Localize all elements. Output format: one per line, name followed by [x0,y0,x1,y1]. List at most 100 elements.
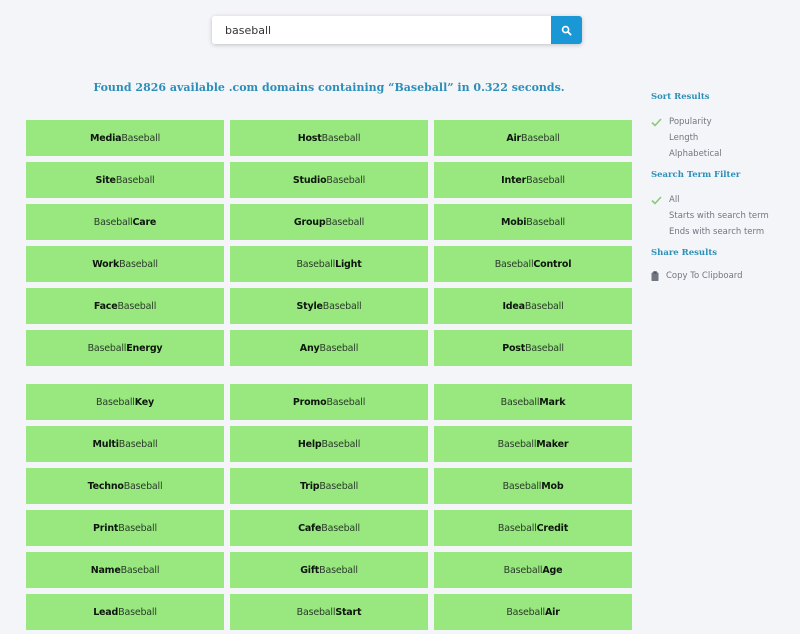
domain-keyword: Mark [539,396,566,408]
domain-result[interactable]: Print Baseball [26,510,224,546]
domain-keyword: Inter [501,174,527,186]
domain-result[interactable]: Post Baseball [434,330,632,366]
domain-keyword: Site [95,174,116,186]
domain-keyword: Print [93,522,119,534]
domain-result[interactable]: Work Baseball [26,246,224,282]
domain-search-term: Baseball [296,606,336,618]
domain-result[interactable]: Gift Baseball [230,552,428,588]
domain-search-term: Baseball [118,522,157,534]
domain-result[interactable]: Help Baseball [230,426,428,462]
domain-result[interactable]: Baseball Control [434,246,632,282]
domain-search-term: Baseball [326,396,366,408]
copy-to-clipboard-label: Copy To Clipboard [666,271,743,281]
domain-result[interactable]: Baseball Start [230,594,428,630]
domain-search-term: Baseball [120,564,160,576]
domain-search-term: Baseball [121,132,161,144]
domain-result[interactable]: Idea Baseball [434,288,632,324]
domain-result[interactable]: Baseball Care [26,204,224,240]
domain-result[interactable]: Face Baseball [26,288,224,324]
domain-keyword: Credit [536,522,569,534]
domain-result[interactable]: Media Baseball [26,120,224,156]
domain-keyword: Promo [292,396,327,408]
domain-result[interactable]: Techno Baseball [26,468,224,504]
domain-keyword: Host [297,132,322,144]
sort-options: Popularity Length Alphabetical [651,114,800,162]
domain-search-term: Baseball [524,300,564,312]
domain-result[interactable]: Air Baseball [434,120,632,156]
domain-result[interactable]: Baseball Energy [26,330,224,366]
domain-search-term: Baseball [93,216,133,228]
domain-result[interactable]: Style Baseball [230,288,428,324]
filter-option-label: Ends with search term [669,227,765,237]
domain-search-term: Baseball [526,174,565,186]
domain-result[interactable]: Cafe Baseball [230,510,428,546]
domain-result[interactable]: Any Baseball [230,330,428,366]
domain-result[interactable]: Name Baseball [26,552,224,588]
domain-keyword: Idea [502,300,525,312]
domain-search-term: Baseball [319,564,358,576]
domain-search-term: Baseball [96,396,135,408]
domain-search-term: Baseball [87,342,127,354]
domain-keyword: Energy [126,342,163,354]
domain-keyword: Air [544,606,560,618]
domain-result[interactable]: Baseball Age [434,552,632,588]
domain-keyword: Trip [299,480,320,492]
sort-option-length[interactable]: Length [651,130,800,146]
domain-result[interactable]: Baseball Mob [434,468,632,504]
domain-search-term: Baseball [117,300,157,312]
domain-search-term: Baseball [115,174,155,186]
filter-option-starts-with[interactable]: Starts with search term [651,208,800,224]
domain-keyword: Techno [87,480,124,492]
domain-search-term: Baseball [521,132,560,144]
sidebar: Sort Results Popularity Length Alphabeti… [651,92,800,284]
domain-keyword: Key [134,396,154,408]
sort-option-popularity[interactable]: Popularity [651,114,800,130]
copy-to-clipboard-button[interactable]: Copy To Clipboard [651,268,800,284]
domain-result[interactable]: Inter Baseball [434,162,632,198]
domain-result[interactable]: Baseball Air [434,594,632,630]
domain-result[interactable]: Baseball Light [230,246,428,282]
domain-search-term: Baseball [118,438,158,450]
domain-keyword: Style [296,300,323,312]
domain-result[interactable]: Studio Baseball [230,162,428,198]
domain-result[interactable]: Promo Baseball [230,384,428,420]
domain-search-term: Baseball [118,606,157,618]
domain-search-term: Baseball [525,342,564,354]
domain-search-term: Baseball [321,438,361,450]
filter-option-all[interactable]: All [651,192,800,208]
domain-search-term: Baseball [326,174,366,186]
domain-keyword: Gift [300,564,320,576]
domain-result[interactable]: Baseball Key [26,384,224,420]
domain-keyword: Multi [92,438,119,450]
domain-result[interactable]: Group Baseball [230,204,428,240]
search-term-filter-heading: Search Term Filter [651,170,741,180]
sort-option-alphabetical[interactable]: Alphabetical [651,146,800,162]
search-icon [561,25,572,36]
domain-keyword: Light [335,258,362,270]
domain-result[interactable]: Lead Baseball [26,594,224,630]
domain-result[interactable]: Baseball Credit [434,510,632,546]
domain-search-term: Baseball [497,438,537,450]
domain-keyword: Air [506,132,522,144]
check-icon [651,117,669,127]
domain-search-term: Baseball [325,216,365,228]
domain-keyword: Age [542,564,563,576]
domain-result[interactable]: Site Baseball [26,162,224,198]
domain-keyword: Control [533,258,572,270]
results-grid-secondary: Baseball Key Promo Baseball Baseball Mark Mult… [26,384,632,630]
domain-result[interactable]: Mobi Baseball [434,204,632,240]
results-grid-primary: Media Baseball Host Baseball Air Baseball Site… [26,120,632,366]
domain-search-term: Baseball [322,300,362,312]
domain-keyword: Lead [93,606,119,618]
domain-result[interactable]: Baseball Mark [434,384,632,420]
sort-option-label: Length [669,133,699,143]
filter-option-ends-with[interactable]: Ends with search term [651,224,800,240]
search-button[interactable] [551,16,582,44]
domain-result[interactable]: Host Baseball [230,120,428,156]
domain-result[interactable]: Multi Baseball [26,426,224,462]
domain-result[interactable]: Trip Baseball [230,468,428,504]
domain-keyword: Face [93,300,118,312]
search-input[interactable] [212,16,551,44]
domain-result[interactable]: Baseball Maker [434,426,632,462]
domain-search-term: Baseball [119,258,158,270]
